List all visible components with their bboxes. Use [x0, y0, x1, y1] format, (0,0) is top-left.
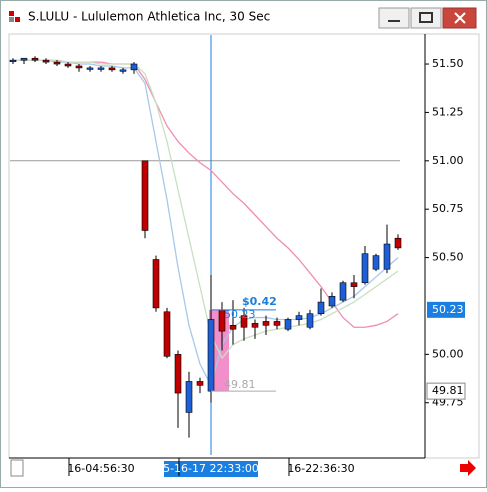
candle-body: [20, 57, 28, 61]
candle-body: [317, 301, 325, 315]
candle-body: [361, 253, 369, 284]
candle-body: [53, 61, 61, 65]
y-tick-label: 50.00: [432, 347, 464, 360]
price-tag: [427, 301, 465, 318]
x-tick-label: 16-22:36:30: [287, 462, 354, 475]
candle-body: [394, 237, 402, 249]
scroll-box[interactable]: [10, 459, 24, 477]
candle-body: [152, 259, 160, 309]
candle-body: [31, 57, 39, 61]
measure-start-label: 49.81: [224, 378, 256, 391]
x-tick-highlight: [164, 461, 258, 477]
app-icon: [9, 11, 20, 22]
candle-body: [163, 311, 171, 357]
candle-body: [251, 323, 259, 328]
price-tag: [426, 382, 466, 400]
y-tick-label: 50.75: [432, 202, 464, 215]
candle-body: [284, 319, 292, 330]
candle-body: [97, 67, 105, 70]
x-tick-label: 5-16-17 22:33:00: [163, 462, 259, 475]
y-tick-label: 51.00: [432, 154, 464, 167]
candle-body: [328, 295, 336, 307]
candle-body: [350, 282, 358, 287]
candle-body: [240, 315, 248, 328]
measure-diff-label: $0.42: [242, 295, 277, 308]
candle-body: [185, 381, 193, 413]
candle-body: [75, 65, 83, 69]
candle-body: [86, 67, 94, 70]
candle-body: [141, 160, 149, 231]
maximize-button[interactable]: [410, 7, 442, 29]
candle-body: [339, 282, 347, 301]
candle-body: [108, 67, 116, 71]
candle-body: [174, 354, 182, 394]
moving-average: [13, 59, 399, 388]
candle-body: [9, 59, 17, 62]
price-tag-label: 50.23: [432, 303, 464, 316]
window-title: S.LULU - Lululemon Athletica Inc, 30 Sec: [28, 10, 270, 24]
close-button[interactable]: [442, 7, 477, 29]
candle-body: [196, 381, 204, 386]
candle-body: [42, 59, 50, 63]
candle-body: [64, 63, 72, 67]
candle-body: [119, 69, 127, 72]
candle-body: [207, 319, 215, 392]
minimize-button[interactable]: [378, 7, 410, 29]
candle-body: [130, 63, 138, 71]
candle-body: [295, 315, 303, 320]
plot-frame: [8, 33, 480, 459]
price-tag-label: 49.81: [432, 384, 464, 397]
y-tick-label: 50.50: [432, 251, 464, 264]
candle-body: [262, 321, 270, 326]
x-tick-label: 16-04:56:30: [67, 462, 134, 475]
candle-body: [383, 243, 391, 270]
candle-body: [273, 321, 281, 326]
measure-end-label: 50.23: [224, 308, 256, 321]
moving-average: [13, 59, 399, 360]
candle-body: [372, 255, 380, 270]
scroll-right-arrow[interactable]: [460, 460, 476, 476]
y-tick-label: 51.25: [432, 105, 464, 118]
candle-body: [306, 313, 314, 328]
y-tick-label: 51.50: [432, 57, 464, 70]
candle-body: [229, 325, 237, 330]
